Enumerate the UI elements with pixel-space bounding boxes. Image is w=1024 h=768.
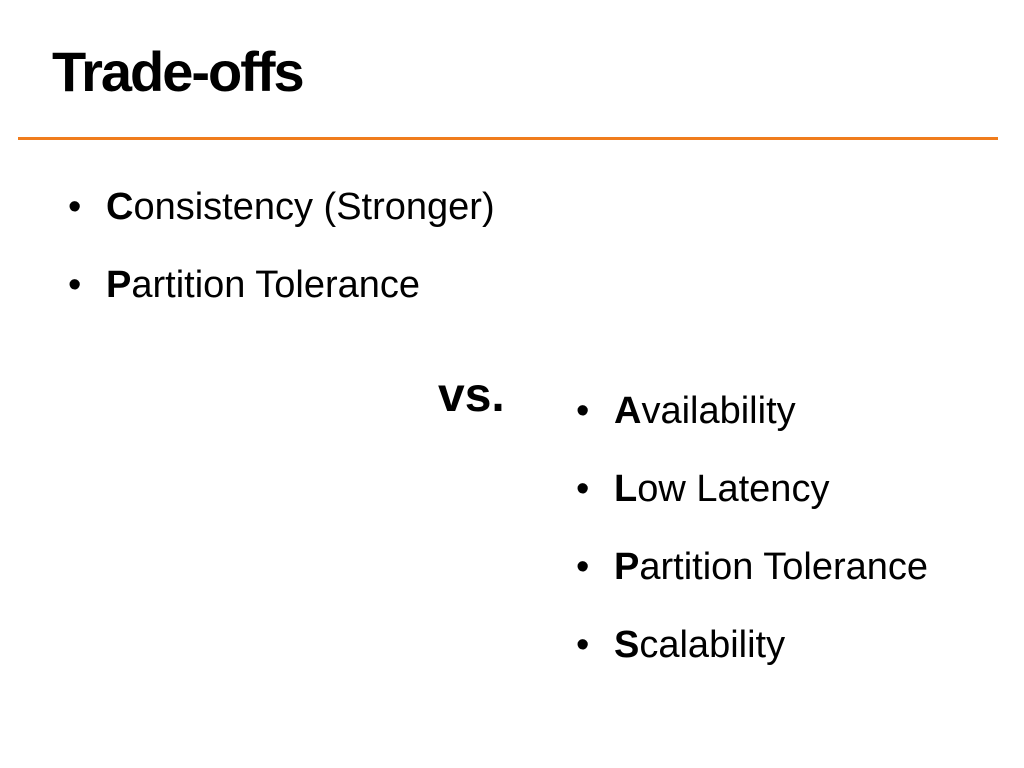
item-initial: P [614,546,640,588]
item-text: ow Latency [637,468,830,510]
list-item: • Availability [576,392,928,470]
item-initial: L [614,468,638,510]
bullet-icon: • [576,468,590,510]
versus-label: vs. [438,369,505,422]
bullet-icon: • [68,186,82,228]
item-initial: S [614,624,640,666]
list-item: • Low Latency [576,470,928,548]
list-item: • Scalability [576,626,928,704]
item-initial: P [106,264,132,306]
list-item: • Consistency (Stronger) [68,188,495,266]
item-text: calability [639,624,786,666]
item-initial: A [614,390,642,432]
bullet-icon: • [576,546,590,588]
bullet-icon: • [576,624,590,666]
right-bullet-list: • Availability • Low Latency • Partition To… [576,392,928,704]
bullet-icon: • [576,390,590,432]
item-text: onsistency (Stronger) [133,186,495,228]
list-item: • Partition Tolerance [576,548,928,626]
list-item: • Partition Tolerance [68,266,495,344]
title-divider [18,137,998,140]
bullet-icon: • [68,264,82,306]
item-text: vailability [641,390,796,432]
item-text: artition Tolerance [639,546,929,588]
slide-title: Trade-offs [52,40,305,103]
item-text: artition Tolerance [131,264,421,306]
left-bullet-list: • Consistency (Stronger) • Partition Toler… [68,188,495,344]
item-initial: C [106,186,134,228]
